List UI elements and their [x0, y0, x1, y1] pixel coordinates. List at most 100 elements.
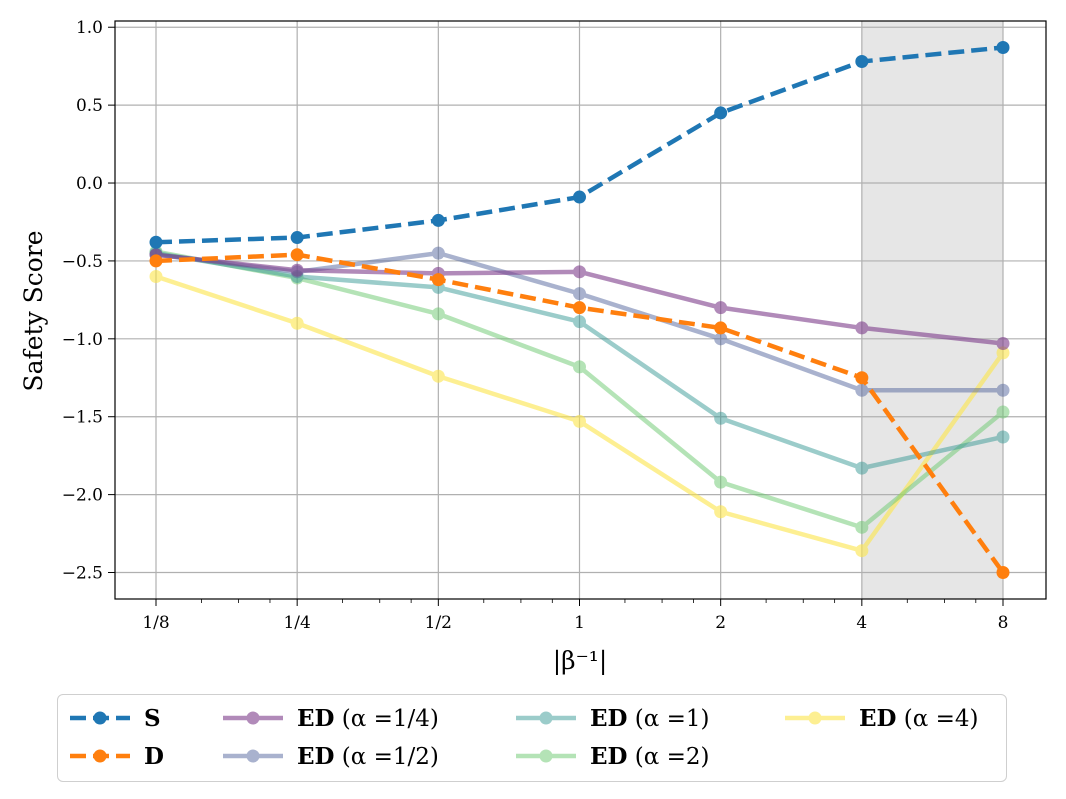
y-tick-label: −2.5 [62, 564, 103, 584]
legend-item: S [68, 701, 161, 735]
data-point [855, 321, 869, 335]
data-point [573, 315, 586, 329]
chart-area: 1/8 1/4 1/2 1 2 4 8 1.0 0.5 0.0 −0.5 −1.0 −1.5 −2.0 −2… [19, 18, 1047, 676]
legend-label-bold: D [144, 742, 164, 770]
legend-swatch [223, 749, 283, 763]
data-point [573, 287, 586, 301]
legend-swatch [516, 749, 576, 763]
data-point [431, 246, 445, 260]
legend-label-bold: ED [297, 742, 335, 770]
data-point [149, 235, 163, 249]
data-point [855, 371, 869, 385]
legend-label-bold: S [144, 704, 161, 732]
legend-label-bold: ED [590, 704, 628, 732]
data-point [714, 332, 728, 346]
data-point [573, 190, 586, 204]
legend-label: S [144, 705, 161, 732]
x-tick-label: 2 [715, 613, 726, 633]
data-point [996, 566, 1010, 580]
x-tick-label: 4 [856, 613, 867, 633]
data-point [290, 316, 304, 330]
series-layer [149, 40, 1010, 580]
data-point [855, 383, 869, 397]
legend-label-bold: ED [297, 704, 335, 732]
x-axis-label: |β⁻¹| [553, 646, 608, 676]
legend-item: ED (α =2) [514, 739, 710, 773]
data-point [996, 383, 1010, 397]
data-point [996, 40, 1010, 54]
y-tick-label: −2.0 [62, 486, 103, 506]
shaded-region [861, 21, 1003, 599]
data-point [149, 254, 163, 268]
y-tick-label: −1.5 [62, 408, 103, 428]
data-point [431, 213, 445, 227]
legend-label-bold: ED [859, 704, 897, 732]
tick-labels: 1/8 1/4 1/2 1 2 4 8 1.0 0.5 0.0 −0.5 −1.0 −1.5 −2.0 −2… [62, 18, 1009, 633]
series-0 [149, 40, 1010, 249]
legend-label: ED (α =1/2) [297, 743, 439, 770]
legend-label: ED (α =1) [590, 705, 710, 732]
legend-label-bold: ED [590, 742, 628, 770]
y-tick-label: −1.0 [62, 330, 103, 350]
data-point [714, 106, 728, 120]
data-point [573, 360, 586, 374]
data-point [855, 461, 869, 475]
legend-label: ED (α =4) [859, 705, 979, 732]
legend-label-rest: (α =1/4) [334, 705, 439, 732]
data-point [573, 265, 586, 279]
legend-swatch [223, 711, 283, 725]
legend-swatch [516, 711, 576, 725]
data-point [714, 301, 728, 315]
x-tick-label: 1/4 [283, 613, 310, 633]
series-6 [149, 270, 1010, 558]
legend-item: ED (α =1) [514, 701, 710, 735]
axes-frame [114, 20, 1047, 600]
legend-item: ED (α =1/4) [221, 701, 439, 735]
data-point [290, 263, 304, 277]
legend-item: ED (α =1/2) [221, 739, 439, 773]
data-point [573, 301, 586, 315]
y-tick-label: 0.5 [76, 96, 103, 116]
x-tick-label: 1/2 [425, 613, 452, 633]
legend-label: D [144, 743, 164, 770]
data-point [996, 405, 1010, 419]
data-point [431, 369, 445, 383]
data-point [855, 55, 869, 69]
data-point [714, 475, 728, 489]
legend-label-rest: (α =1) [627, 705, 710, 732]
grid-lines [115, 21, 1046, 599]
y-tick-label: 1.0 [76, 18, 103, 38]
legend-item: D [68, 739, 164, 773]
data-point [855, 520, 869, 534]
data-point [431, 273, 445, 287]
x-tick-label: 1 [574, 613, 585, 633]
data-point [149, 270, 163, 284]
x-tick-label: 1/8 [142, 613, 169, 633]
data-point [996, 346, 1010, 360]
y-tick-label: −0.5 [62, 252, 103, 272]
legend-label-rest: (α =4) [896, 705, 979, 732]
data-point [714, 321, 728, 335]
data-point [290, 231, 304, 245]
legend-swatch [785, 711, 845, 725]
data-point [714, 505, 728, 519]
legend-item: ED (α =4) [783, 701, 979, 735]
data-point [855, 544, 869, 558]
legend-label: ED (α =2) [590, 743, 710, 770]
data-point [290, 248, 304, 262]
shaded-region-rect [861, 21, 1003, 599]
legend: S D ED (α =1/4) ED (α =1/2) ED (α =1) ED (α =… [57, 694, 1007, 782]
legend-swatch [70, 749, 130, 763]
legend-label-rest: (α =1/2) [334, 743, 439, 770]
series-1 [149, 248, 1010, 580]
data-point [431, 307, 445, 321]
data-point [996, 430, 1010, 444]
axes-layer [108, 20, 1047, 606]
data-point [714, 411, 728, 425]
y-axis-label: Safety Score [19, 230, 48, 391]
data-point [573, 414, 586, 428]
data-point [996, 336, 1010, 350]
y-tick-label: 0.0 [76, 174, 103, 194]
legend-swatch [70, 711, 130, 725]
legend-label: ED (α =1/4) [297, 705, 439, 732]
